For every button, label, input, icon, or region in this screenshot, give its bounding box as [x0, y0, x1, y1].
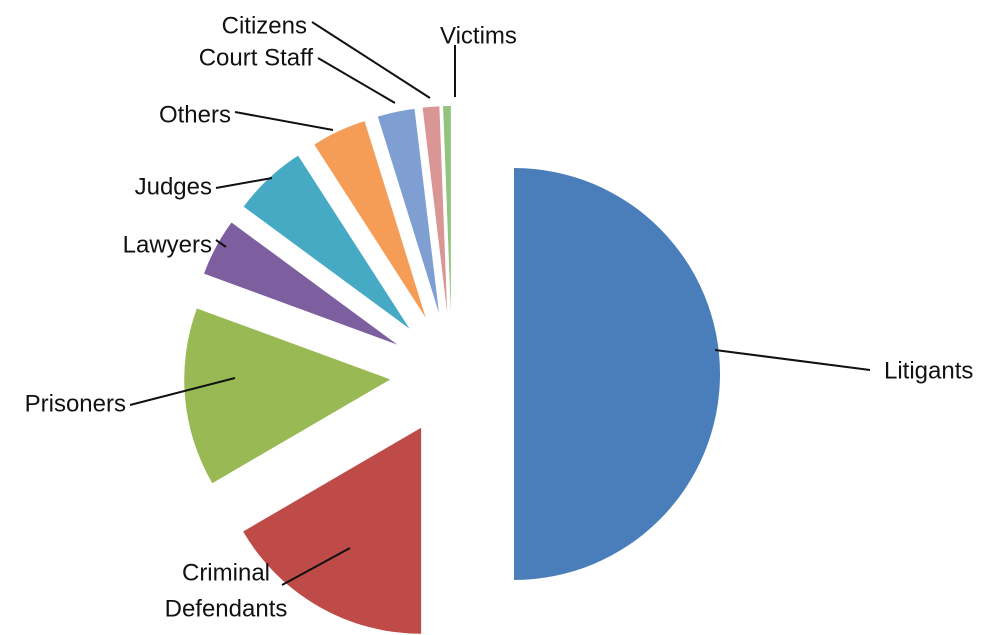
slice-litigants — [514, 168, 720, 580]
slice-label-court-staff: Court Staff — [199, 44, 314, 71]
slice-label-citizens: Citizens — [222, 12, 307, 39]
slice-label-victims: Victims — [440, 22, 517, 49]
slice-label-others: Others — [159, 101, 231, 128]
slice-label-litigants: Litigants — [884, 357, 973, 384]
slice-citizens — [422, 106, 448, 313]
slice-judges — [243, 155, 410, 329]
leader-line-others — [234, 111, 334, 131]
slice-labels: Litigants Criminal Defendants Prisoners Lawy… — [25, 12, 974, 622]
slice-label-line: Defendants — [165, 595, 288, 622]
leader-line-prisoners — [129, 377, 236, 406]
leader-line-litigants — [714, 349, 871, 371]
leader-line-citizens — [311, 21, 431, 99]
slice-label-prisoners: Prisoners — [25, 390, 126, 417]
slice-label-line: Criminal — [182, 559, 270, 586]
leader-line-criminal-defendants — [281, 547, 351, 586]
slice-court-staff — [377, 108, 440, 314]
slice-label-judges: Judges — [135, 173, 212, 200]
slice-victims — [443, 106, 451, 313]
leader-line-judges — [215, 177, 273, 189]
leader-line-court-staff — [317, 57, 396, 104]
slice-others — [314, 121, 426, 318]
leader-line-lawyers — [215, 239, 227, 248]
slice-lawyers — [204, 222, 398, 345]
slice-label-lawyers: Lawyers — [123, 231, 212, 258]
pie-slices — [184, 106, 720, 634]
slice-prisoners — [184, 308, 391, 484]
slice-label-criminal-defendants: Criminal Defendants — [165, 559, 288, 622]
label-leader-lines — [129, 21, 871, 586]
